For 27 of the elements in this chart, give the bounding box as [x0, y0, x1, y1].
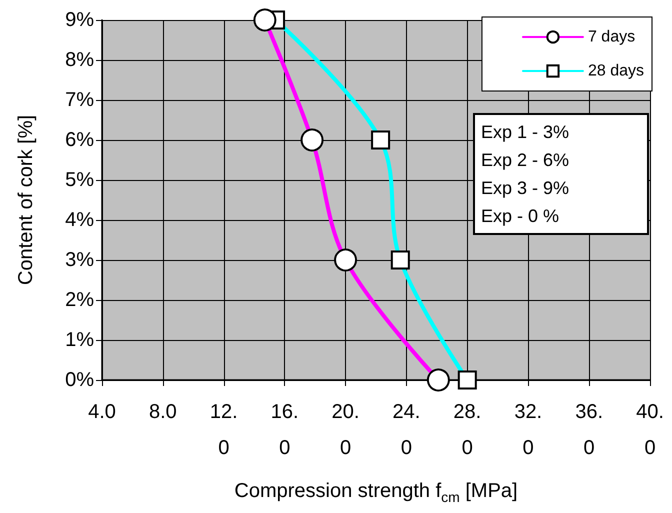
y-tick-label: 3%: [65, 249, 94, 271]
x-tick-label: 20.0: [332, 401, 360, 459]
y-tick-label: 9%: [65, 9, 94, 31]
x-tick-label: 16.0: [270, 401, 299, 459]
x-tick-label: 36.0: [575, 401, 604, 459]
y-tick-label: 4%: [65, 209, 94, 231]
x-tick-label: 8.0: [148, 401, 177, 423]
y-tick-label: 2%: [65, 289, 94, 311]
x-tick-label: 28.0: [453, 401, 482, 459]
y-tick-label: 5%: [65, 169, 94, 191]
x-tick-label: 32.0: [514, 401, 542, 459]
x-tick-label: 24.0: [392, 401, 420, 459]
y-tick-label: 1%: [65, 329, 94, 351]
x-tick-label: 40.0: [636, 401, 664, 459]
legend-label: 28 days: [588, 62, 644, 80]
annotation: Exp 1 - 3%: [481, 121, 570, 144]
y-tick-label: 7%: [65, 89, 94, 111]
y-tick-label: 8%: [65, 49, 94, 71]
x-tick-label: 12.0: [210, 401, 238, 459]
annotation: Exp 2 - 6%: [481, 149, 570, 172]
y-tick-label: 0%: [65, 369, 94, 391]
x-tick-label: 4.0: [88, 401, 116, 423]
annotation: Exp 3 - 9%: [481, 177, 570, 200]
y-tick-label: 6%: [65, 129, 94, 151]
annotation: Exp - 0 %: [481, 205, 560, 228]
y-axis-title: Content of cork [%]: [15, 114, 37, 286]
legend-label: 7 days: [588, 28, 636, 46]
